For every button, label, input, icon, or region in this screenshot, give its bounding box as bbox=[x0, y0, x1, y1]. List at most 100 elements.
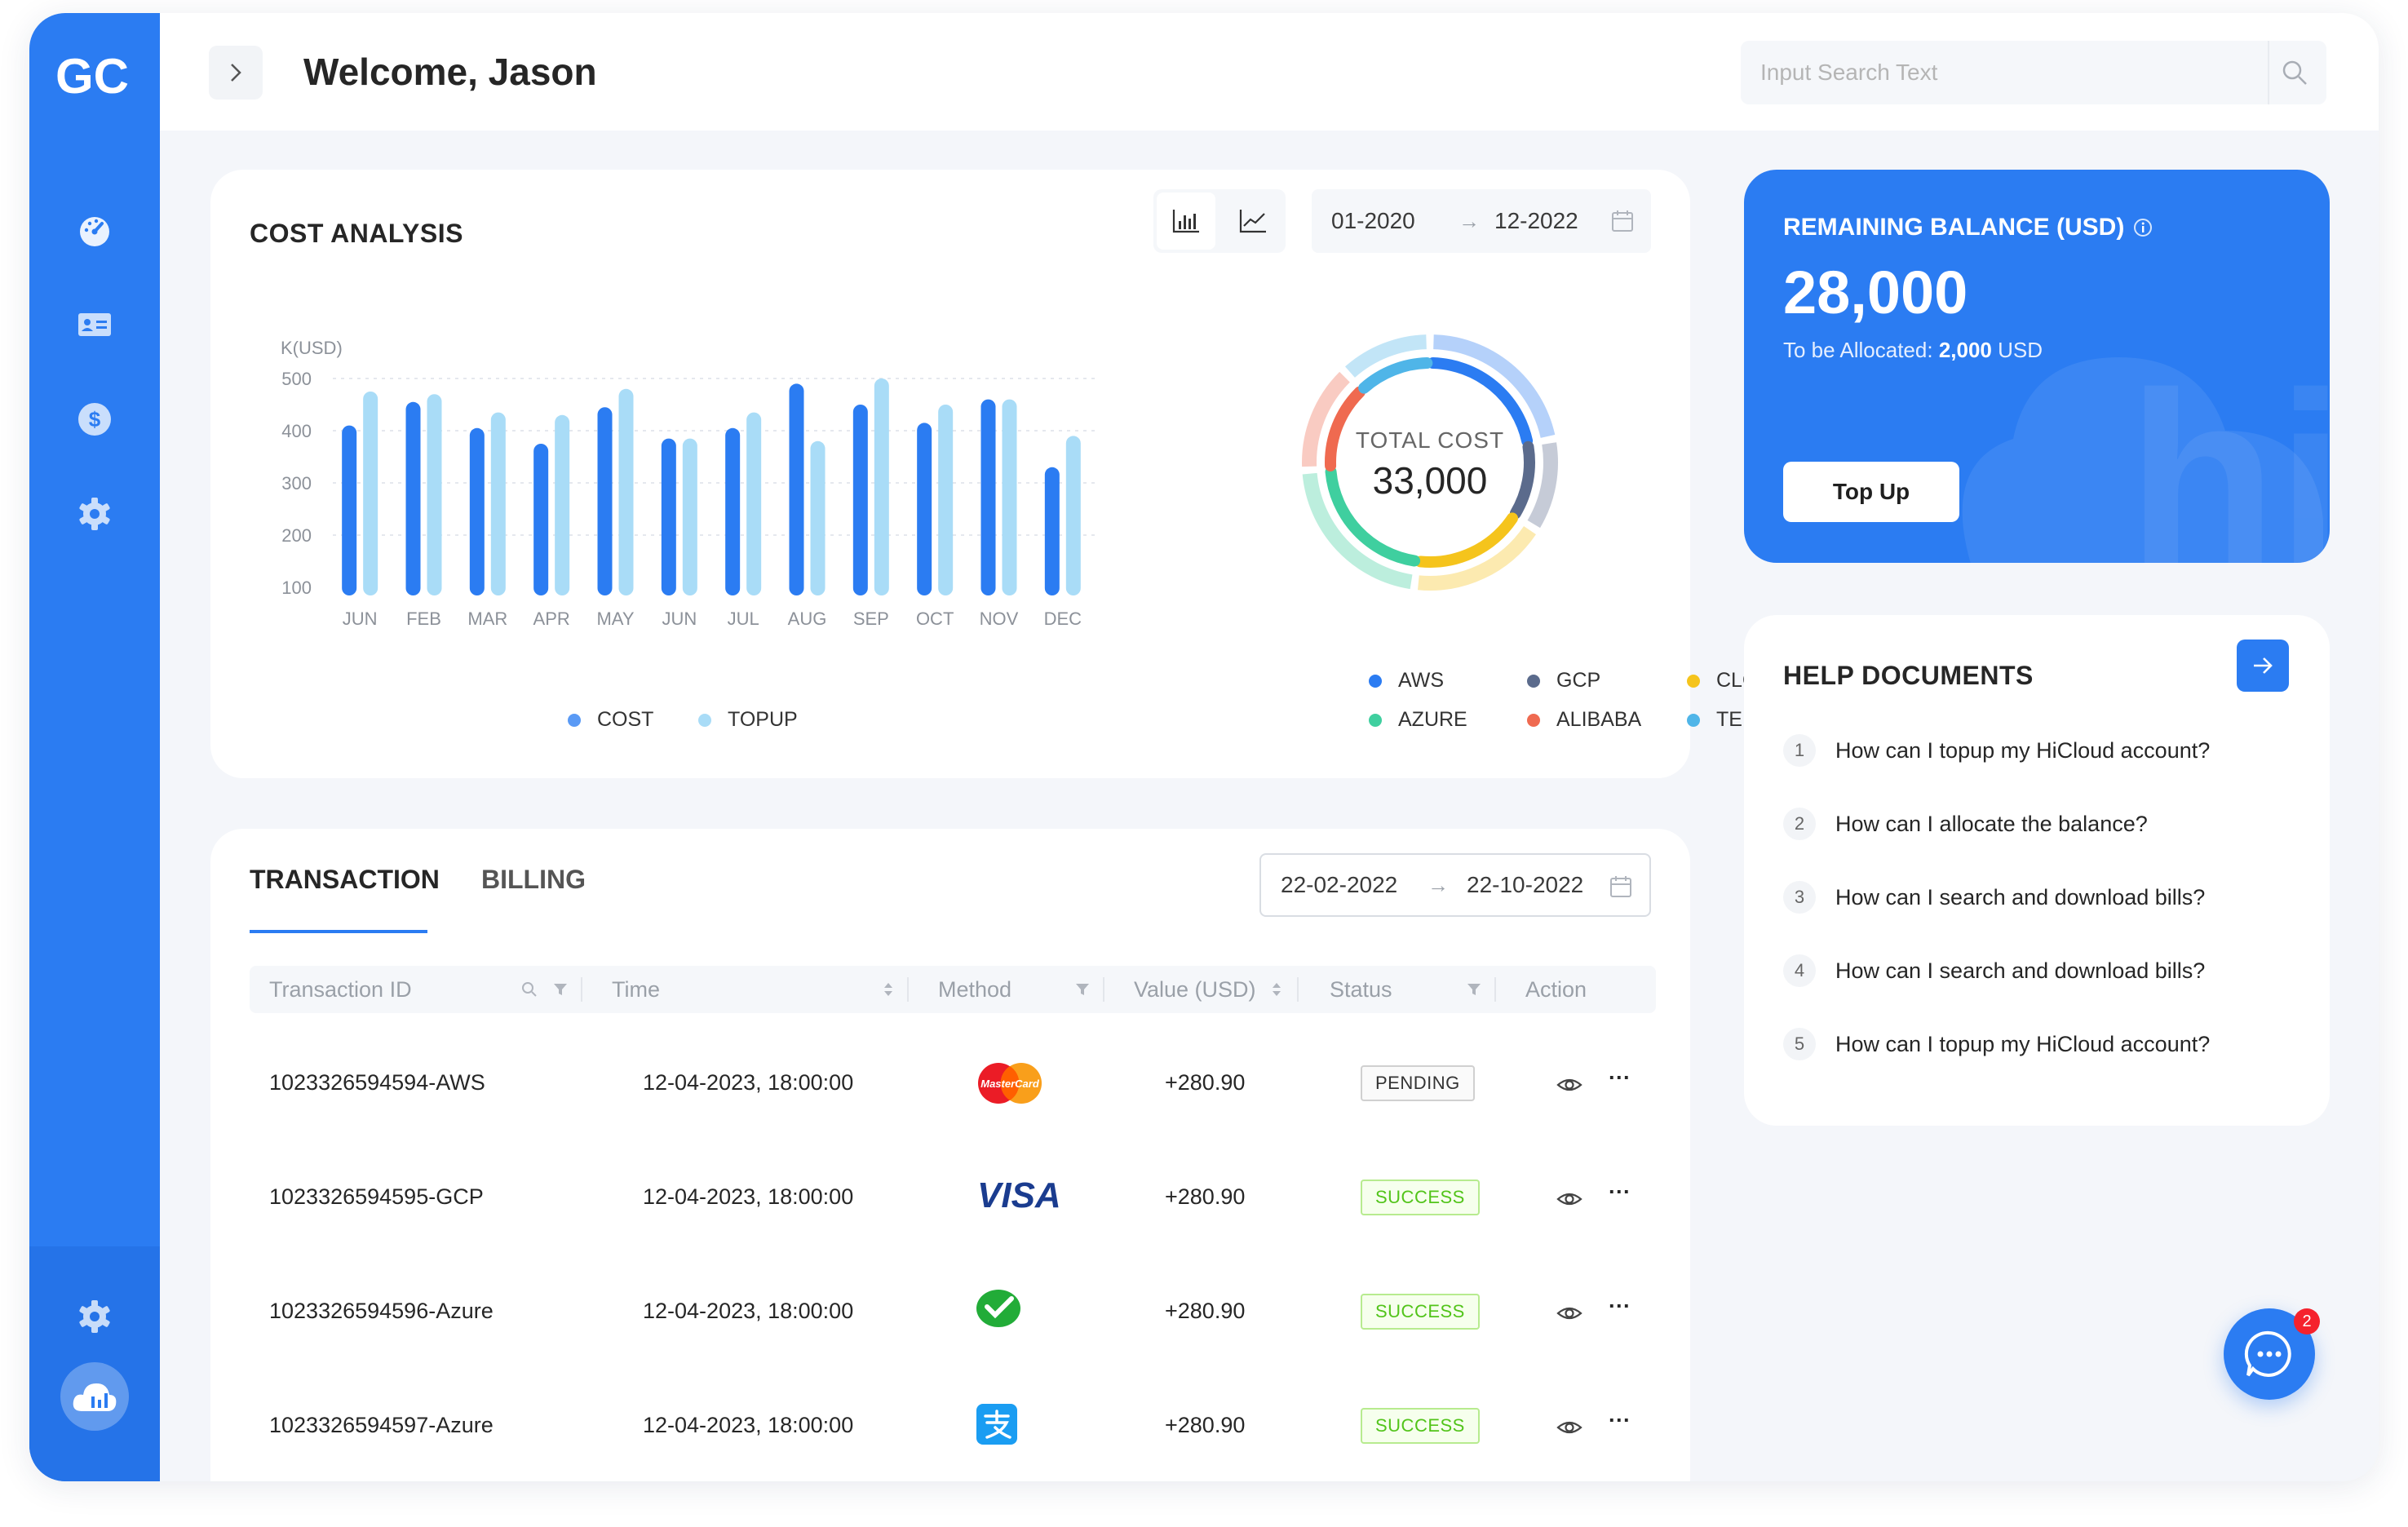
transaction-date-range[interactable]: 22-02-2022 → 22-10-2022 bbox=[1259, 853, 1651, 917]
bar-cost[interactable] bbox=[661, 438, 676, 595]
expand-sidebar-button[interactable] bbox=[209, 46, 263, 100]
bar-cost[interactable] bbox=[405, 401, 421, 595]
eye-icon[interactable] bbox=[1556, 1300, 1582, 1326]
donut-slice-alibaba[interactable] bbox=[1325, 386, 1366, 472]
cost-date-end[interactable]: 12-2022 bbox=[1494, 208, 1578, 233]
user-avatar[interactable] bbox=[60, 1362, 129, 1431]
bar-cost[interactable] bbox=[789, 383, 804, 595]
bar-cost[interactable] bbox=[917, 423, 932, 595]
bar-topup[interactable] bbox=[363, 392, 378, 595]
dashboard-icon[interactable] bbox=[73, 209, 116, 251]
x-tick-label: SEP bbox=[853, 609, 889, 629]
id-card-icon[interactable] bbox=[73, 303, 116, 346]
tab-billing[interactable]: BILLING bbox=[481, 865, 586, 894]
search-icon[interactable] bbox=[2281, 59, 2308, 86]
more-actions[interactable]: ··· bbox=[1609, 1180, 1631, 1204]
cost-date-start[interactable]: 01-2020 bbox=[1331, 208, 1415, 233]
legend-dot bbox=[1687, 713, 1700, 727]
txn-id: 1023326594596-Azure bbox=[269, 1299, 494, 1323]
table-header: Transaction ID Time Method Value (USD) S… bbox=[250, 966, 1656, 1013]
top-up-button[interactable]: Top Up bbox=[1783, 462, 1959, 522]
bar-cost[interactable] bbox=[533, 444, 549, 595]
status-badge: SUCCESS bbox=[1361, 1408, 1480, 1444]
bar-chart-toggle-button[interactable] bbox=[1157, 193, 1215, 250]
x-tick-label: NOV bbox=[980, 609, 1019, 629]
donut-outer-aws bbox=[1433, 334, 1556, 438]
eye-icon[interactable] bbox=[1556, 1186, 1582, 1212]
y-tick-label: 100 bbox=[281, 578, 312, 598]
info-icon[interactable] bbox=[2132, 217, 2153, 238]
donut-total: 33,000 bbox=[1372, 459, 1488, 502]
sort-icon[interactable] bbox=[1268, 980, 1286, 998]
bar-topup[interactable] bbox=[427, 394, 442, 595]
more-actions[interactable]: ··· bbox=[1609, 1408, 1631, 1432]
help-link-text: How can I topup my HiCloud account? bbox=[1835, 737, 2211, 763]
eye-icon[interactable] bbox=[1556, 1072, 1582, 1098]
svg-text:$: $ bbox=[89, 407, 101, 432]
bar-topup[interactable] bbox=[810, 440, 826, 595]
filter-icon[interactable] bbox=[1465, 980, 1483, 998]
bar-cost[interactable] bbox=[852, 405, 868, 595]
bar-cost[interactable] bbox=[342, 425, 357, 595]
calendar-icon[interactable] bbox=[1610, 209, 1635, 233]
line-chart-icon bbox=[1239, 210, 1266, 233]
help-link[interactable]: 3 How can I search and download bills? bbox=[1783, 881, 2205, 914]
search-input[interactable] bbox=[1741, 41, 2268, 104]
help-link[interactable]: 4 How can I search and download bills? bbox=[1783, 954, 2205, 987]
help-link[interactable]: 2 How can I allocate the balance? bbox=[1783, 808, 2148, 840]
bar-topup[interactable] bbox=[938, 405, 954, 595]
legend-azure[interactable]: AZURE bbox=[1369, 708, 1467, 732]
txn-date-start[interactable]: 22-02-2022 bbox=[1281, 872, 1398, 897]
legend-aws[interactable]: AWS bbox=[1369, 669, 1444, 693]
bar-topup[interactable] bbox=[618, 388, 634, 595]
top-header: Welcome, Jason bbox=[160, 13, 2379, 131]
bar-cost[interactable] bbox=[597, 407, 613, 595]
txn-time: 12-04-2023, 18:00:00 bbox=[643, 1184, 854, 1209]
donut-slice-azure[interactable] bbox=[1325, 466, 1421, 567]
bar-cost[interactable] bbox=[469, 427, 485, 595]
tab-transaction[interactable]: TRANSACTION bbox=[250, 865, 440, 894]
gc-logo[interactable]: GC bbox=[51, 46, 140, 103]
donut-slice-cloudflare[interactable] bbox=[1414, 512, 1519, 568]
column-search-icon[interactable] bbox=[520, 980, 538, 998]
donut-slice-aws[interactable] bbox=[1427, 357, 1534, 447]
col-sep bbox=[1297, 977, 1299, 1002]
bar-topup[interactable] bbox=[490, 412, 506, 595]
line-chart-toggle-button[interactable] bbox=[1224, 193, 1282, 250]
chat-icon bbox=[2244, 1330, 2291, 1377]
legend-cost[interactable]: COST bbox=[568, 708, 653, 732]
bar-cost[interactable] bbox=[725, 427, 741, 595]
help-link[interactable]: 1 How can I topup my HiCloud account? bbox=[1783, 734, 2210, 767]
settings-icon[interactable] bbox=[73, 493, 116, 535]
donut-slice-gcp[interactable] bbox=[1509, 440, 1535, 520]
arrow-right-icon bbox=[2254, 657, 2273, 674]
legend-topup[interactable]: TOPUP bbox=[698, 708, 798, 732]
help-link[interactable]: 5 How can I topup my HiCloud account? bbox=[1783, 1028, 2210, 1060]
help-documents-card: HELP DOCUMENTS 1 How can I topup my HiClo… bbox=[1744, 615, 2330, 1126]
bar-cost[interactable] bbox=[980, 399, 996, 595]
filter-icon[interactable] bbox=[551, 980, 569, 998]
bar-topup[interactable] bbox=[874, 378, 889, 595]
more-actions[interactable]: ··· bbox=[1609, 1294, 1631, 1318]
y-tick-label: 200 bbox=[281, 525, 312, 546]
calendar-icon[interactable] bbox=[1609, 874, 1633, 899]
eye-icon[interactable] bbox=[1556, 1414, 1582, 1441]
help-more-button[interactable] bbox=[2237, 640, 2289, 692]
dollar-icon[interactable]: $ bbox=[73, 398, 116, 440]
legend-alibaba[interactable]: ALIBABA bbox=[1527, 708, 1641, 732]
cost-date-range[interactable]: 01-2020 → 12-2022 bbox=[1312, 189, 1651, 253]
filter-icon[interactable] bbox=[1073, 980, 1091, 998]
sort-icon[interactable] bbox=[879, 980, 897, 998]
bar-topup[interactable] bbox=[682, 438, 697, 595]
col-sep bbox=[907, 977, 909, 1002]
bar-topup[interactable] bbox=[555, 414, 570, 595]
bar-topup[interactable] bbox=[1002, 399, 1017, 595]
bar-topup[interactable] bbox=[746, 412, 762, 595]
bar-topup[interactable] bbox=[1065, 436, 1081, 595]
donut-slice-tencent[interactable] bbox=[1358, 357, 1433, 394]
legend-gcp[interactable]: GCP bbox=[1527, 669, 1600, 693]
bar-cost[interactable] bbox=[1044, 467, 1060, 595]
more-actions[interactable]: ··· bbox=[1609, 1065, 1631, 1090]
txn-date-end[interactable]: 22-10-2022 bbox=[1467, 872, 1584, 897]
bottom-settings-icon[interactable] bbox=[73, 1295, 116, 1338]
